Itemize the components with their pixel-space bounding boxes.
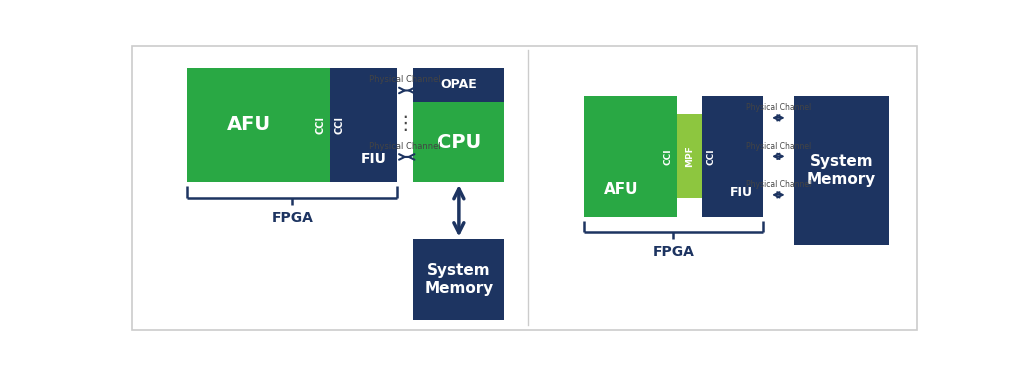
FancyBboxPatch shape — [413, 68, 504, 102]
Text: FIU: FIU — [729, 186, 753, 199]
FancyBboxPatch shape — [330, 68, 350, 182]
Text: FIU: FIU — [361, 152, 387, 166]
Text: CPU: CPU — [437, 132, 481, 151]
FancyBboxPatch shape — [584, 96, 659, 217]
Text: CCI: CCI — [335, 116, 345, 134]
Text: Physical Channel: Physical Channel — [369, 142, 441, 151]
Text: Physical Channel: Physical Channel — [369, 75, 441, 84]
Text: System
Memory: System Memory — [425, 263, 493, 296]
FancyBboxPatch shape — [794, 96, 889, 245]
Text: Physical Channel: Physical Channel — [746, 103, 811, 112]
Text: CCI: CCI — [315, 116, 325, 134]
FancyBboxPatch shape — [719, 96, 763, 217]
FancyBboxPatch shape — [350, 68, 398, 182]
FancyBboxPatch shape — [702, 96, 719, 217]
FancyBboxPatch shape — [676, 114, 702, 198]
Text: ⋮: ⋮ — [396, 114, 415, 133]
Text: FPGA: FPGA — [653, 245, 695, 259]
Text: AFU: AFU — [605, 182, 638, 197]
Text: MPF: MPF — [684, 145, 694, 167]
Text: Physical Channel: Physical Channel — [746, 142, 811, 151]
Text: Physical Channel: Physical Channel — [746, 180, 811, 189]
Text: FPGA: FPGA — [271, 211, 313, 225]
Text: AFU: AFU — [227, 115, 271, 134]
FancyBboxPatch shape — [310, 68, 330, 182]
FancyBboxPatch shape — [132, 46, 917, 330]
FancyBboxPatch shape — [413, 102, 504, 182]
Text: CCI: CCI — [706, 148, 715, 165]
Text: CCI: CCI — [663, 148, 672, 165]
FancyBboxPatch shape — [413, 240, 504, 320]
Text: OPAE: OPAE — [441, 78, 478, 91]
Text: System
Memory: System Memory — [807, 154, 876, 187]
FancyBboxPatch shape — [187, 68, 310, 182]
FancyBboxPatch shape — [659, 96, 676, 217]
